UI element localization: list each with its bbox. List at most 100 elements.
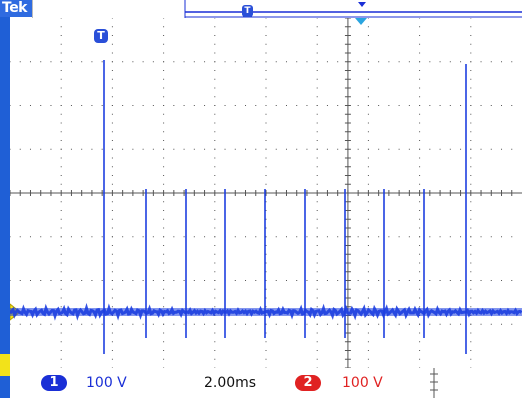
grid-dot <box>60 78 62 80</box>
grid-dot <box>255 280 257 281</box>
grid-dot <box>398 61 400 63</box>
grid-dot <box>29 61 31 63</box>
grid-dot <box>470 341 472 343</box>
grid-dot <box>50 105 52 106</box>
grid-dot <box>173 148 175 150</box>
channel1-badge[interactable]: 1 <box>41 375 67 391</box>
grid-dot <box>490 323 492 325</box>
grid-dot <box>470 227 472 229</box>
grid-dot <box>50 236 52 238</box>
channel2-badge[interactable]: 2 <box>295 375 321 391</box>
grid-dot <box>214 140 216 141</box>
grid-dot <box>70 280 72 281</box>
grid-dot <box>439 323 441 325</box>
grid-dot <box>163 35 165 36</box>
grid-dot <box>163 323 165 325</box>
grid-dot <box>234 236 236 238</box>
grid-dot <box>470 70 472 71</box>
grid-dot <box>419 105 421 106</box>
grid-dot <box>306 105 308 106</box>
grid-dot <box>255 61 257 63</box>
grid-dot <box>470 201 472 203</box>
grid-dot <box>388 148 390 150</box>
grid-dot <box>91 280 93 281</box>
grid-dot <box>70 323 72 325</box>
grid-dot <box>214 341 216 343</box>
grid-dot <box>316 96 318 98</box>
grid-dot <box>214 18 216 19</box>
grid-dot <box>316 113 318 115</box>
grid-dot <box>419 70 421 71</box>
grid-dot <box>480 323 482 325</box>
trigger-position-icon[interactable]: T <box>242 5 253 17</box>
grid-dot <box>429 280 431 281</box>
grid-dot <box>81 323 83 325</box>
grid-dot <box>419 262 421 264</box>
grid-dot <box>60 122 62 124</box>
grid-dot <box>367 183 369 185</box>
grid-dot <box>214 262 216 264</box>
grid-dot <box>183 236 185 238</box>
grid-dot <box>111 148 113 150</box>
grid-dot <box>40 323 42 325</box>
grid-dot <box>470 271 472 273</box>
grid-dot <box>173 280 175 281</box>
grid-dot <box>111 61 113 63</box>
grid-dot <box>214 323 216 325</box>
grid-dot <box>50 148 52 150</box>
grid-dot <box>163 122 165 124</box>
grid-dot <box>316 148 318 150</box>
grid-dot <box>183 323 185 325</box>
grid-dot <box>163 52 165 54</box>
grid-dot <box>419 157 421 159</box>
grid-dot <box>367 280 369 281</box>
grid-dot <box>275 280 277 281</box>
grid-dot <box>163 332 165 334</box>
grid-dot <box>214 245 216 246</box>
grid-dot <box>490 61 492 63</box>
grid-dot <box>81 105 83 106</box>
grid-dot <box>367 18 369 19</box>
grid-dot <box>101 236 103 238</box>
grid-dot <box>111 297 113 299</box>
grid-dot <box>60 26 62 28</box>
grid-dot <box>163 26 165 28</box>
grid-dot <box>152 280 154 281</box>
grid-dot <box>111 280 113 281</box>
grid-dot <box>214 70 216 71</box>
grid-dot <box>501 61 503 63</box>
grid-dot <box>10 280 11 281</box>
grid-dot <box>111 131 113 133</box>
grid-dot <box>193 323 195 325</box>
grid-dot <box>70 236 72 238</box>
grid-dot <box>408 236 410 238</box>
grid-dot <box>480 236 482 238</box>
grid-dot <box>501 236 503 238</box>
grid-dot <box>142 105 144 106</box>
grid-dot <box>19 323 21 325</box>
trigger-level-arrow-icon <box>355 18 367 25</box>
grid-dot <box>470 166 472 168</box>
grid-dot <box>419 96 421 98</box>
grid-dot <box>10 148 11 150</box>
grid-dot <box>152 61 154 63</box>
grid-dot <box>183 280 185 281</box>
grid-dot <box>163 297 165 299</box>
grid-dot <box>214 280 216 281</box>
grid-dot <box>367 157 369 159</box>
grid-dot <box>480 61 482 63</box>
grid-dot <box>285 236 287 238</box>
grid-dot <box>419 218 421 220</box>
grid-dot <box>29 280 31 281</box>
grid-dot <box>470 332 472 334</box>
grid-dot <box>367 297 369 299</box>
channel1-scale: 100 V <box>86 375 127 391</box>
grid-dot <box>204 148 206 150</box>
grid-dot <box>367 236 369 238</box>
grid-dot <box>388 323 390 325</box>
grid-dot <box>111 332 113 334</box>
grid-dot <box>111 245 113 246</box>
grid-dot <box>367 122 369 124</box>
grid-dot <box>265 105 267 106</box>
